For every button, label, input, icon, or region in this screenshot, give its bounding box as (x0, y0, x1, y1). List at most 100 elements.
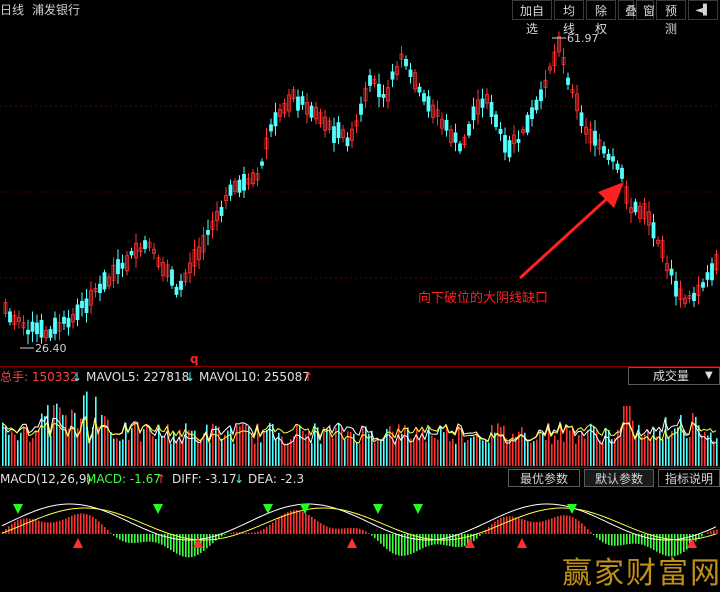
volume-bar (671, 431, 673, 466)
volume-bar (332, 438, 334, 466)
macd-bar (92, 517, 94, 534)
macd-bar (398, 534, 400, 556)
candle-body (76, 305, 79, 320)
macd-bar (251, 533, 253, 534)
macd-bar (329, 527, 331, 534)
macd-bar (257, 532, 259, 534)
volume-bar (566, 427, 568, 466)
candle-body (526, 115, 529, 132)
candle-body (360, 104, 363, 114)
volume-bar (380, 441, 382, 466)
macd-bar (356, 528, 358, 534)
macd-bar (89, 515, 91, 534)
macd-bar (68, 517, 70, 534)
candle-body (261, 162, 264, 165)
macd-bar (647, 534, 649, 547)
indicator-help-button[interactable]: 指标说明 (658, 469, 720, 487)
macd-bar (644, 534, 646, 546)
candle-body (517, 139, 520, 142)
macd-bar (596, 534, 598, 538)
optimal-params-button[interactable]: 最优参数 (508, 469, 580, 487)
candle-body (117, 260, 120, 274)
candle-body (423, 94, 426, 102)
macd-bar (119, 534, 121, 540)
macd-bar (521, 519, 523, 534)
volume-bar (218, 427, 220, 466)
macd-bar (623, 534, 625, 545)
macd-bar (80, 513, 82, 534)
volume-bar (137, 422, 139, 466)
mavol5-label: MAVOL5: 227818 (86, 370, 189, 384)
macd-bar (224, 534, 226, 535)
macd-bar (185, 534, 187, 557)
add-watchlist-button[interactable]: 加自选 (512, 0, 552, 20)
volume-bar (578, 435, 580, 466)
candle-body (454, 133, 457, 142)
exit-icon[interactable]: ◄▌ (688, 0, 718, 20)
annotation-arrow (520, 182, 624, 278)
volume-bar (170, 444, 172, 466)
candle-body (130, 251, 133, 255)
window-button[interactable]: 窗 (636, 0, 654, 20)
volume-bar (497, 423, 499, 466)
macd-bar (458, 534, 460, 547)
candlestick-chart[interactable]: 61.97 26.40 q 向下破位的大阴线缺口 (0, 20, 720, 366)
volume-bar (392, 432, 394, 466)
macd-bar (587, 529, 589, 534)
volume-bar (530, 443, 532, 466)
volume-bar (686, 438, 688, 466)
candle-body (99, 284, 102, 293)
volume-bar (44, 416, 46, 466)
macd-bar (245, 533, 247, 534)
default-params-button[interactable]: 默认参数 (584, 469, 654, 487)
macd-bar (260, 530, 262, 534)
macd-bar (146, 534, 148, 542)
candle-body (481, 99, 484, 107)
volume-bar (440, 427, 442, 466)
volume-bar (23, 426, 25, 466)
volume-bar (8, 435, 10, 466)
macd-bar (362, 530, 364, 534)
volume-bar (110, 432, 112, 466)
macd-bar (617, 534, 619, 546)
ma-button[interactable]: 均线 (554, 0, 584, 20)
volume-bar (113, 439, 115, 466)
macd-bar (593, 534, 595, 535)
volume-bar (404, 425, 406, 466)
volume-bar (206, 425, 208, 466)
macd-bar (62, 520, 64, 534)
volume-bar (2, 423, 4, 466)
macd-bar (305, 513, 307, 534)
candle-body (508, 141, 511, 157)
volume-bar (323, 427, 325, 466)
indicator-dropdown[interactable]: 成交量 ▼ (628, 367, 720, 385)
macd-bar (293, 510, 295, 534)
volume-bar (563, 442, 565, 466)
macd-bar (143, 534, 145, 542)
candle-body (445, 120, 448, 130)
volume-bar (656, 436, 658, 466)
volume-bar (29, 442, 31, 466)
volume-bar (5, 426, 7, 466)
overlay-button[interactable]: 叠 (618, 0, 634, 20)
macd-bar (77, 514, 79, 534)
volume-bar (710, 432, 712, 466)
candle-body (40, 320, 43, 337)
forecast-button[interactable]: 预测 (656, 0, 686, 20)
candle-body (711, 264, 714, 280)
macd-bar (188, 534, 190, 557)
candle-body (301, 97, 304, 105)
volume-bar (386, 429, 388, 466)
volume-bar (38, 429, 40, 466)
volume-bar (635, 437, 637, 466)
macd-bar (26, 518, 28, 534)
macd-bar (545, 520, 547, 534)
macd-bar (584, 526, 586, 534)
ex-right-button[interactable]: 除权 (586, 0, 616, 20)
macd-bar (422, 534, 424, 548)
dea-value: DEA: -2.3 (248, 472, 304, 486)
volume-bar (263, 431, 265, 466)
macd-bar (575, 519, 577, 534)
candle-body (378, 84, 381, 96)
volume-chart[interactable] (0, 386, 720, 466)
